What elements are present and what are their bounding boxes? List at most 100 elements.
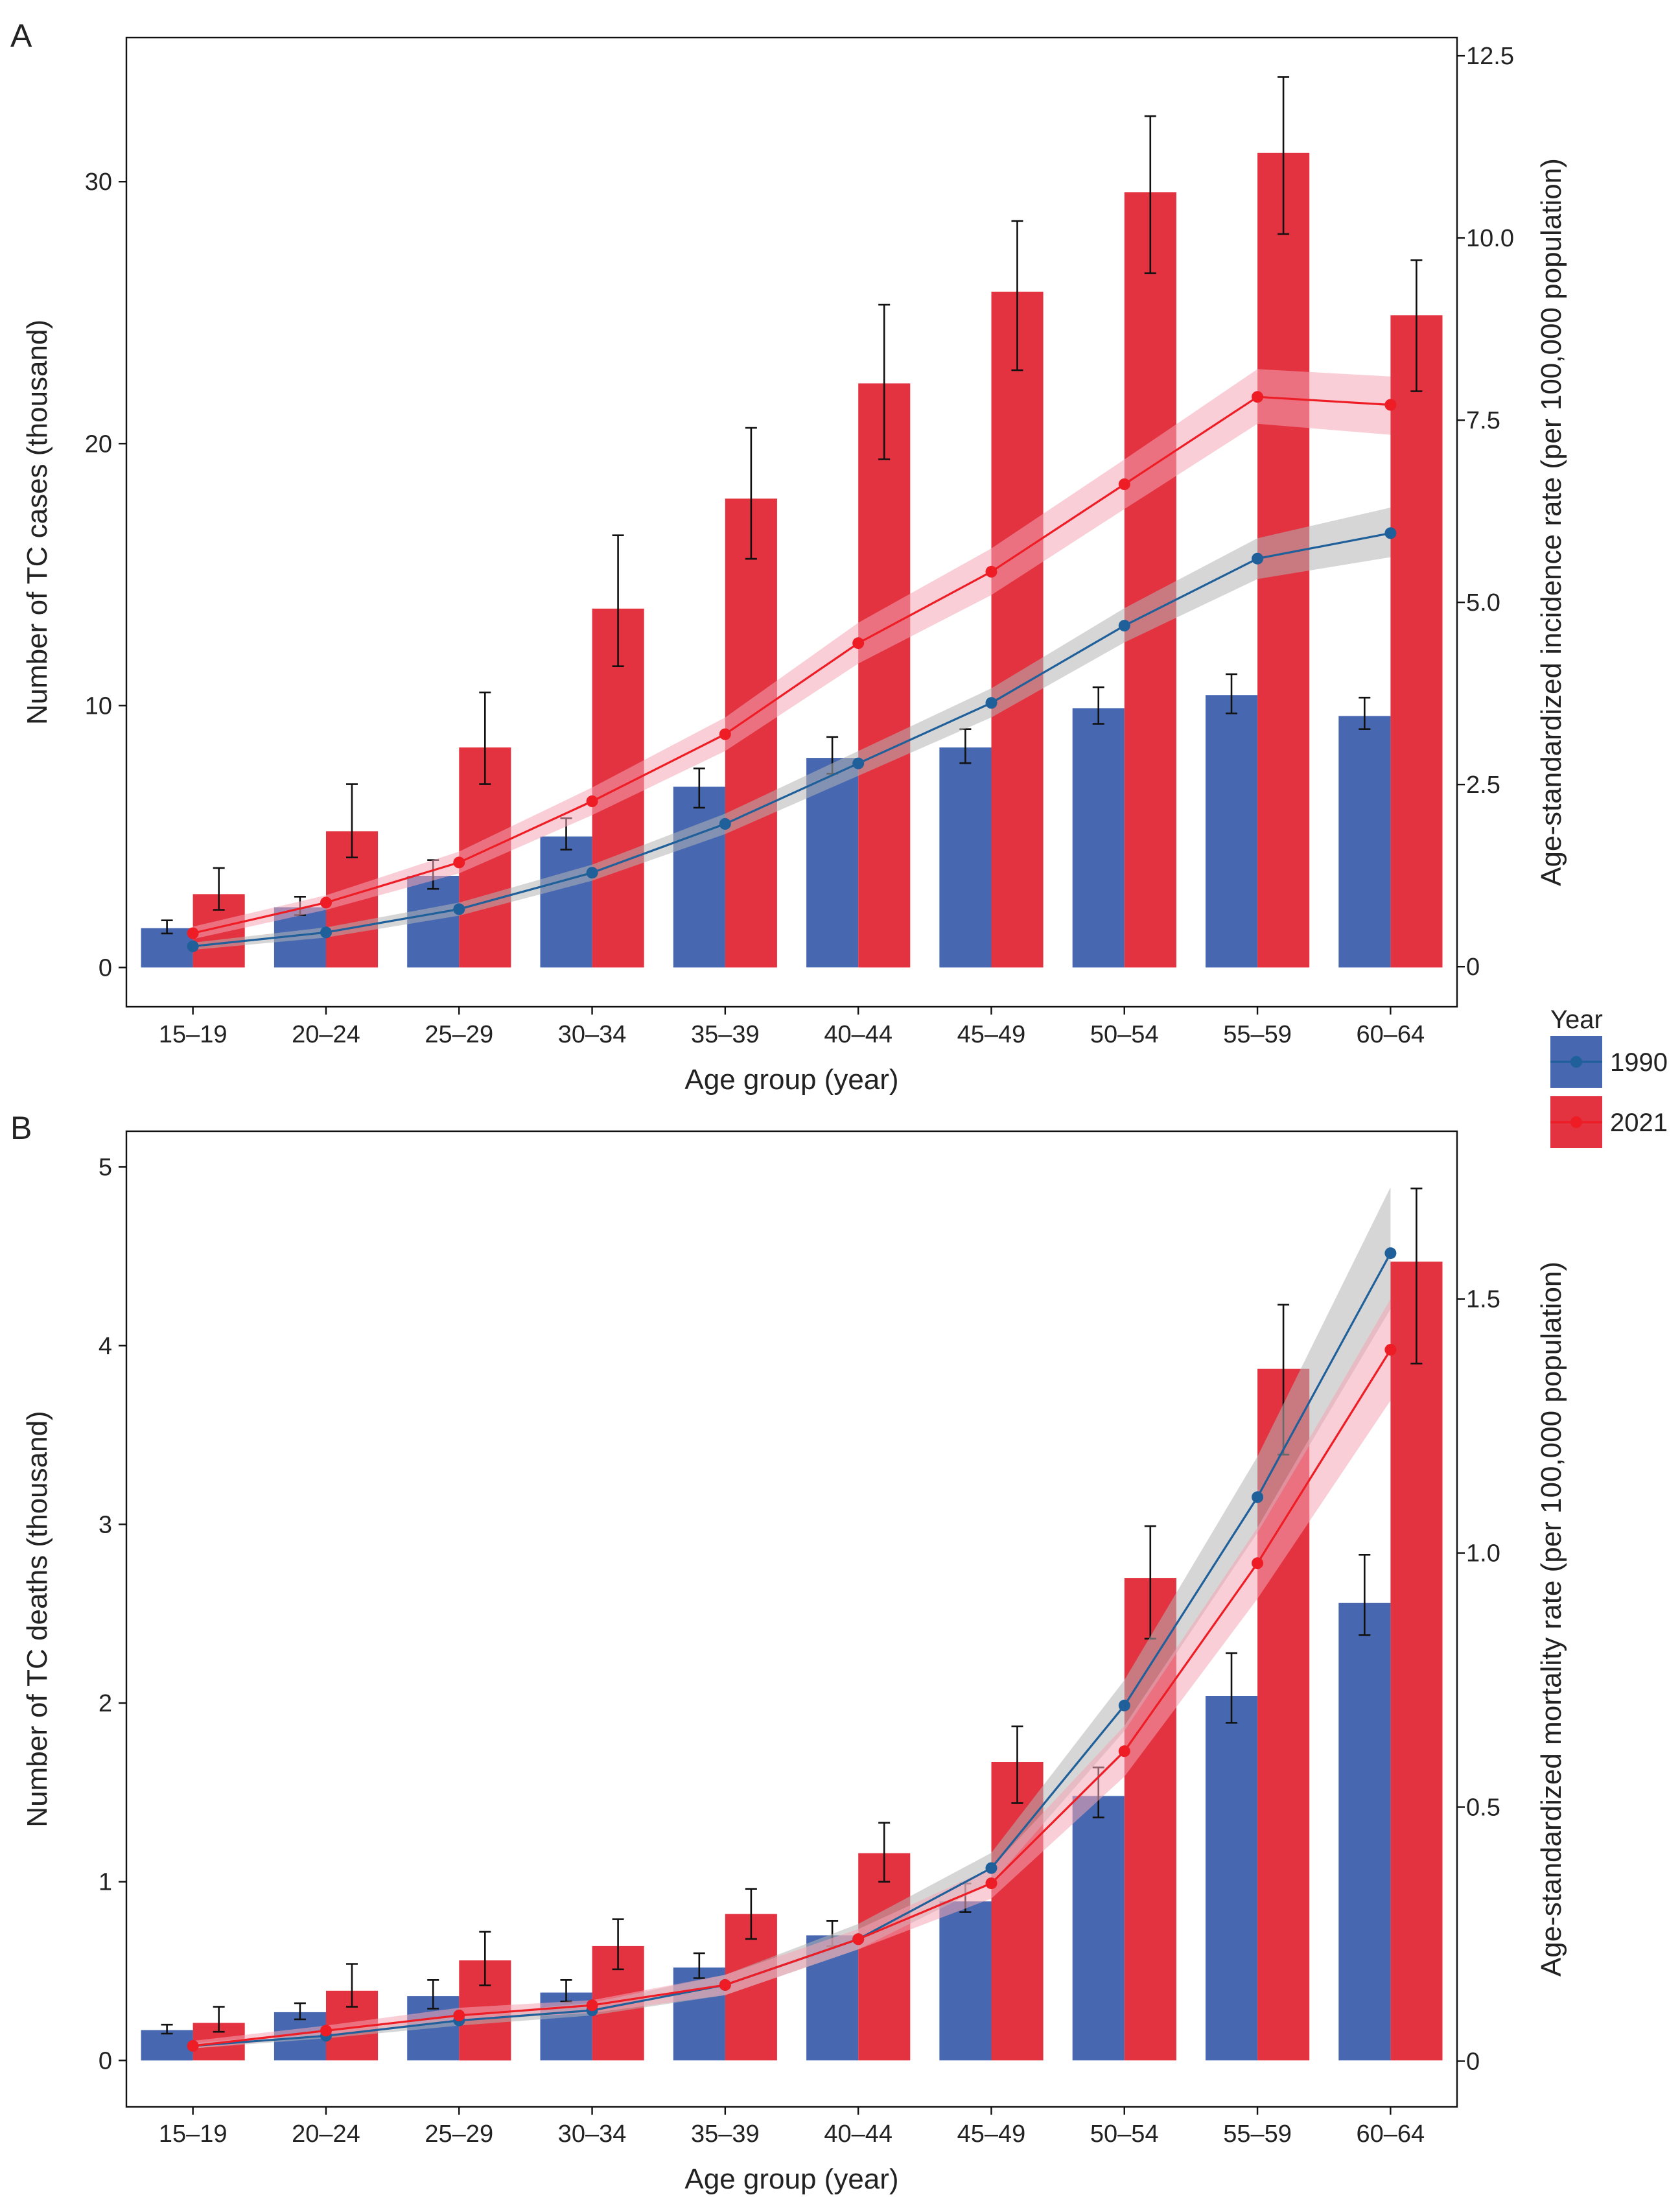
legend-label: 1990 xyxy=(1610,1048,1668,1077)
rate-point-2021-55–59 xyxy=(1252,1557,1264,1569)
legend-point xyxy=(1570,1056,1582,1068)
bar-1990-50–54 xyxy=(1072,1796,1125,2061)
x-tick-label: 45–49 xyxy=(957,1021,1026,1048)
rate-point-2021-60–64 xyxy=(1384,399,1397,411)
rate-point-1990-25–29 xyxy=(453,903,465,915)
x-axis-title: Age group (year) xyxy=(684,1064,898,1096)
error-bar-2021-20–24 xyxy=(345,1963,358,2008)
legend-label: 2021 xyxy=(1610,1109,1668,1137)
bar-1990-35–39 xyxy=(673,786,725,968)
x-tick-label: 25–29 xyxy=(425,1021,493,1048)
y2-tick-label: 2.5 xyxy=(1466,771,1500,799)
error-bar-1990-60–64 xyxy=(1359,696,1371,730)
error-bar-1990-60–64 xyxy=(1359,1554,1371,1636)
x-tick-label: 40–44 xyxy=(824,1021,892,1048)
rate-band-2021 xyxy=(192,369,1391,939)
bar-2021-50–54 xyxy=(1124,192,1176,968)
rate-point-2021-20–24 xyxy=(320,897,332,909)
error-bar-1990-25–29 xyxy=(427,1979,439,2010)
rate-point-2021-25–29 xyxy=(453,856,465,869)
bar-2021-60–64 xyxy=(1390,1262,1443,2061)
error-bar-1990-35–39 xyxy=(693,768,705,809)
bar-2021-40–44 xyxy=(858,1853,911,2061)
bar-1990-60–64 xyxy=(1338,1603,1391,2061)
rate-point-2021-40–44 xyxy=(852,1933,865,1945)
x-tick-label: 55–59 xyxy=(1223,2121,1292,2148)
panel-b-mortality-chart: 15–19 20–24 25–29 30–34 35–39 40–44 45–49 50–54… xyxy=(10,1110,1567,2195)
bar-1990-45–49 xyxy=(939,1901,992,2061)
error-bar-2021-45–49 xyxy=(1011,220,1023,371)
y2-axis-title: Age-standardized incidence rate (per 100… xyxy=(1535,158,1567,886)
y-tick-label: 0 xyxy=(99,2047,112,2074)
x-tick-label: 20–24 xyxy=(292,2121,360,2148)
bar-1990-55–59 xyxy=(1206,695,1258,968)
bar-1990-60–64 xyxy=(1338,716,1391,968)
error-bar-1990-55–59 xyxy=(1226,1652,1238,1724)
error-bar-2021-30–34 xyxy=(612,1918,624,1971)
legend-item-2021: 2021 xyxy=(1550,1096,1668,1148)
x-tick-label: 30–34 xyxy=(558,2121,627,2148)
error-bar-1990-35–39 xyxy=(693,1952,705,1979)
x-tick-label: 20–24 xyxy=(292,1021,360,1048)
rate-point-1990-50–54 xyxy=(1118,620,1130,632)
rate-point-2021-35–39 xyxy=(719,1979,731,1991)
y2-tick-label: 12.5 xyxy=(1466,43,1514,70)
rate-point-1990-55–59 xyxy=(1252,1491,1264,1503)
rate-point-1990-40–44 xyxy=(852,757,865,770)
y2-tick-label: 7.5 xyxy=(1466,407,1500,434)
rate-point-2021-50–54 xyxy=(1118,478,1130,490)
error-bar-2021-45–49 xyxy=(1011,1725,1023,1804)
y2-tick-label: 0 xyxy=(1466,954,1480,981)
x-tick-label: 30–34 xyxy=(558,1021,627,1048)
error-bar-1990-15–19 xyxy=(161,919,173,935)
rate-point-1990-60–64 xyxy=(1384,527,1397,539)
rate-line-2021 xyxy=(192,1349,1392,2047)
error-bar-2021-60–64 xyxy=(1410,1187,1423,1365)
error-bar-2021-30–34 xyxy=(612,534,624,667)
y-tick-label: 3 xyxy=(99,1511,112,1538)
error-bar-1990-20–24 xyxy=(294,2002,306,2021)
y2-tick-label: 0 xyxy=(1466,2048,1480,2075)
y-tick-label: 2 xyxy=(99,1690,112,1717)
error-bar-2021-40–44 xyxy=(878,1822,891,1883)
error-bar-2021-55–59 xyxy=(1278,76,1290,235)
rate-point-1990-45–49 xyxy=(985,1862,998,1874)
rate-point-2021-30–34 xyxy=(586,1999,598,2012)
rate-point-2021-30–34 xyxy=(586,795,598,807)
rate-line-2021 xyxy=(192,395,1391,935)
panel-a-incidence-chart: 15–19 20–24 25–29 30–34 35–39 40–44 45–49 50–54… xyxy=(10,18,1567,1096)
rate-point-1990-55–59 xyxy=(1252,552,1264,565)
rate-point-2021-55–59 xyxy=(1252,391,1264,403)
x-tick-label: 50–54 xyxy=(1090,2121,1159,2148)
y2-tick-label: 10.0 xyxy=(1466,225,1514,252)
x-tick-label: 35–39 xyxy=(691,2121,760,2148)
y-tick-label: 0 xyxy=(99,954,112,981)
error-bar-2021-25–29 xyxy=(479,1931,491,1986)
plot-frame xyxy=(125,1130,1458,2108)
error-bar-1990-50–54 xyxy=(1092,686,1104,725)
y-tick-label: 4 xyxy=(99,1333,112,1360)
y2-axis-title: Age-standardized mortality rate (per 100… xyxy=(1535,1262,1567,1977)
rate-point-2021-35–39 xyxy=(719,728,731,740)
y-axis-title: Number of TC cases (thousand) xyxy=(21,320,53,725)
bar-1990-55–59 xyxy=(1206,1696,1258,2061)
error-bar-2021-40–44 xyxy=(878,303,891,460)
x-tick-label: 15–19 xyxy=(159,2121,228,2148)
bar-1990-45–49 xyxy=(939,747,992,968)
error-bar-2021-15–19 xyxy=(213,867,225,911)
bar-1990-15–19 xyxy=(141,2030,193,2061)
error-bar-2021-35–39 xyxy=(745,427,757,560)
bar-2021-40–44 xyxy=(858,383,911,968)
rate-point-2021-25–29 xyxy=(453,2009,465,2021)
x-axis-title: Age group (year) xyxy=(684,2163,898,2195)
bar-1990-30–34 xyxy=(540,836,592,968)
error-bar-2021-15–19 xyxy=(213,2006,225,2033)
error-bar-1990-55–59 xyxy=(1226,673,1238,714)
y2-tick-label: 1.0 xyxy=(1466,1540,1500,1568)
legend-item-1990: 1990 xyxy=(1550,1036,1668,1088)
rate-point-1990-20–24 xyxy=(320,926,332,939)
rate-point-2021-45–49 xyxy=(985,1877,998,1890)
bar-2021-60–64 xyxy=(1390,315,1443,968)
